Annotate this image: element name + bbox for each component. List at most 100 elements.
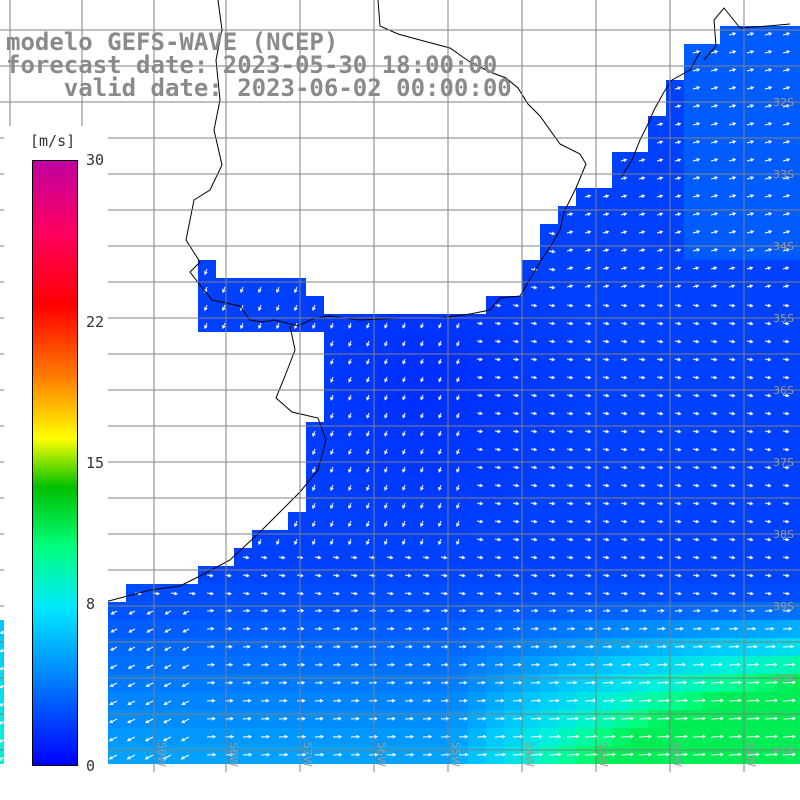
wind-arrow (128, 628, 136, 633)
wind-arrow (350, 716, 360, 721)
wind-arrow (384, 322, 388, 329)
wind-arrow (728, 158, 737, 162)
wind-arrow (548, 447, 556, 452)
wind-arrow (584, 357, 592, 362)
wind-arrow (728, 716, 743, 721)
wind-arrow (164, 646, 172, 651)
wind-arrow (782, 734, 797, 739)
wind-arrow (348, 394, 352, 401)
wind-arrow (366, 466, 370, 473)
wind-arrow (330, 502, 334, 510)
wind-arrow (602, 591, 610, 596)
wind-arrow (222, 322, 226, 330)
wind-arrow (530, 429, 538, 434)
wind-arrow (494, 716, 506, 721)
wind-arrow (602, 519, 610, 524)
wind-arrow (296, 680, 306, 685)
wind-arrow (146, 628, 154, 633)
wind-arrow (746, 501, 754, 506)
wind-arrow (494, 303, 502, 308)
wind-arrow (348, 520, 352, 528)
wind-arrow (782, 411, 790, 416)
wind-arrow (782, 501, 790, 506)
wind-arrow (692, 716, 707, 721)
wind-arrow (782, 698, 797, 703)
wind-arrow (494, 680, 505, 685)
wind-arrow (692, 429, 700, 434)
wind-arrow (620, 501, 628, 506)
wind-arrow (162, 736, 172, 742)
wind-arrow (456, 340, 460, 347)
wind-cell (792, 728, 800, 746)
wind-arrow (494, 626, 503, 631)
wind-arrow (386, 555, 394, 560)
wind-arrow (674, 608, 683, 613)
wind-arrow (728, 248, 737, 252)
wind-arrow (620, 698, 634, 703)
wind-arrow (710, 50, 719, 54)
wind-arrow (476, 608, 485, 613)
wind-arrow (746, 752, 761, 757)
wind-arrow (602, 248, 610, 253)
wind-arrow (782, 176, 791, 180)
wind-arrow (692, 158, 701, 162)
wind-arrow (764, 537, 772, 542)
wind-arrow (366, 484, 370, 491)
wind-arrow (294, 538, 298, 546)
wind-arrow (728, 339, 736, 344)
wind-cell (792, 368, 800, 386)
wind-arrow (384, 412, 388, 419)
wind-arrow (458, 591, 466, 596)
wind-arrow (602, 212, 610, 217)
wind-arrow (602, 680, 615, 685)
wind-arrow (692, 230, 701, 234)
wind-arrow (728, 465, 736, 470)
wind-arrow (746, 194, 755, 198)
wind-arrow (782, 375, 790, 380)
wind-cell (792, 188, 800, 206)
wind-arrow (312, 304, 316, 312)
wind-arrow (530, 411, 538, 416)
wind-arrow (494, 752, 506, 757)
wind-arrow (674, 662, 687, 667)
wind-arrow (494, 447, 502, 452)
wind-arrow (566, 429, 574, 434)
wind-arrow (530, 339, 538, 344)
wind-arrow (384, 502, 388, 510)
wind-cell (792, 602, 800, 620)
wind-arrow (692, 447, 700, 452)
wind-arrow (109, 718, 118, 724)
latitude-label: 35S (773, 312, 794, 325)
wind-arrow (330, 358, 334, 365)
wind-arrow (350, 662, 360, 667)
wind-arrow (440, 591, 448, 596)
wind-arrow (512, 393, 520, 398)
wind-arrow (548, 303, 556, 308)
wind-arrow (602, 734, 617, 739)
wind-arrow (476, 375, 483, 380)
wind-arrow (458, 644, 467, 649)
wind-arrow (746, 248, 755, 252)
wind-arrow (420, 502, 424, 509)
wind-arrow (350, 644, 359, 649)
wind-arrow (188, 591, 196, 596)
wind-arrow (728, 662, 741, 667)
wind-arrow (440, 573, 448, 578)
wind-arrow (548, 285, 556, 290)
wind-arrow (692, 321, 700, 326)
wind-arrow (638, 644, 649, 649)
wind-arrow (584, 321, 592, 326)
wind-arrow (404, 662, 414, 667)
wind-arrow (384, 358, 388, 365)
wind-arrow (206, 644, 215, 649)
latitude-label: 36S (773, 384, 794, 397)
wind-arrow (456, 376, 460, 383)
wind-arrow (163, 664, 172, 669)
wind-arrow (127, 718, 136, 724)
wind-arrow (332, 698, 342, 703)
latitude-label: 40S (773, 672, 794, 685)
wind-arrow (182, 610, 190, 615)
wind-arrow (746, 716, 761, 721)
wind-arrow (656, 698, 671, 703)
wind-arrow (494, 501, 502, 506)
